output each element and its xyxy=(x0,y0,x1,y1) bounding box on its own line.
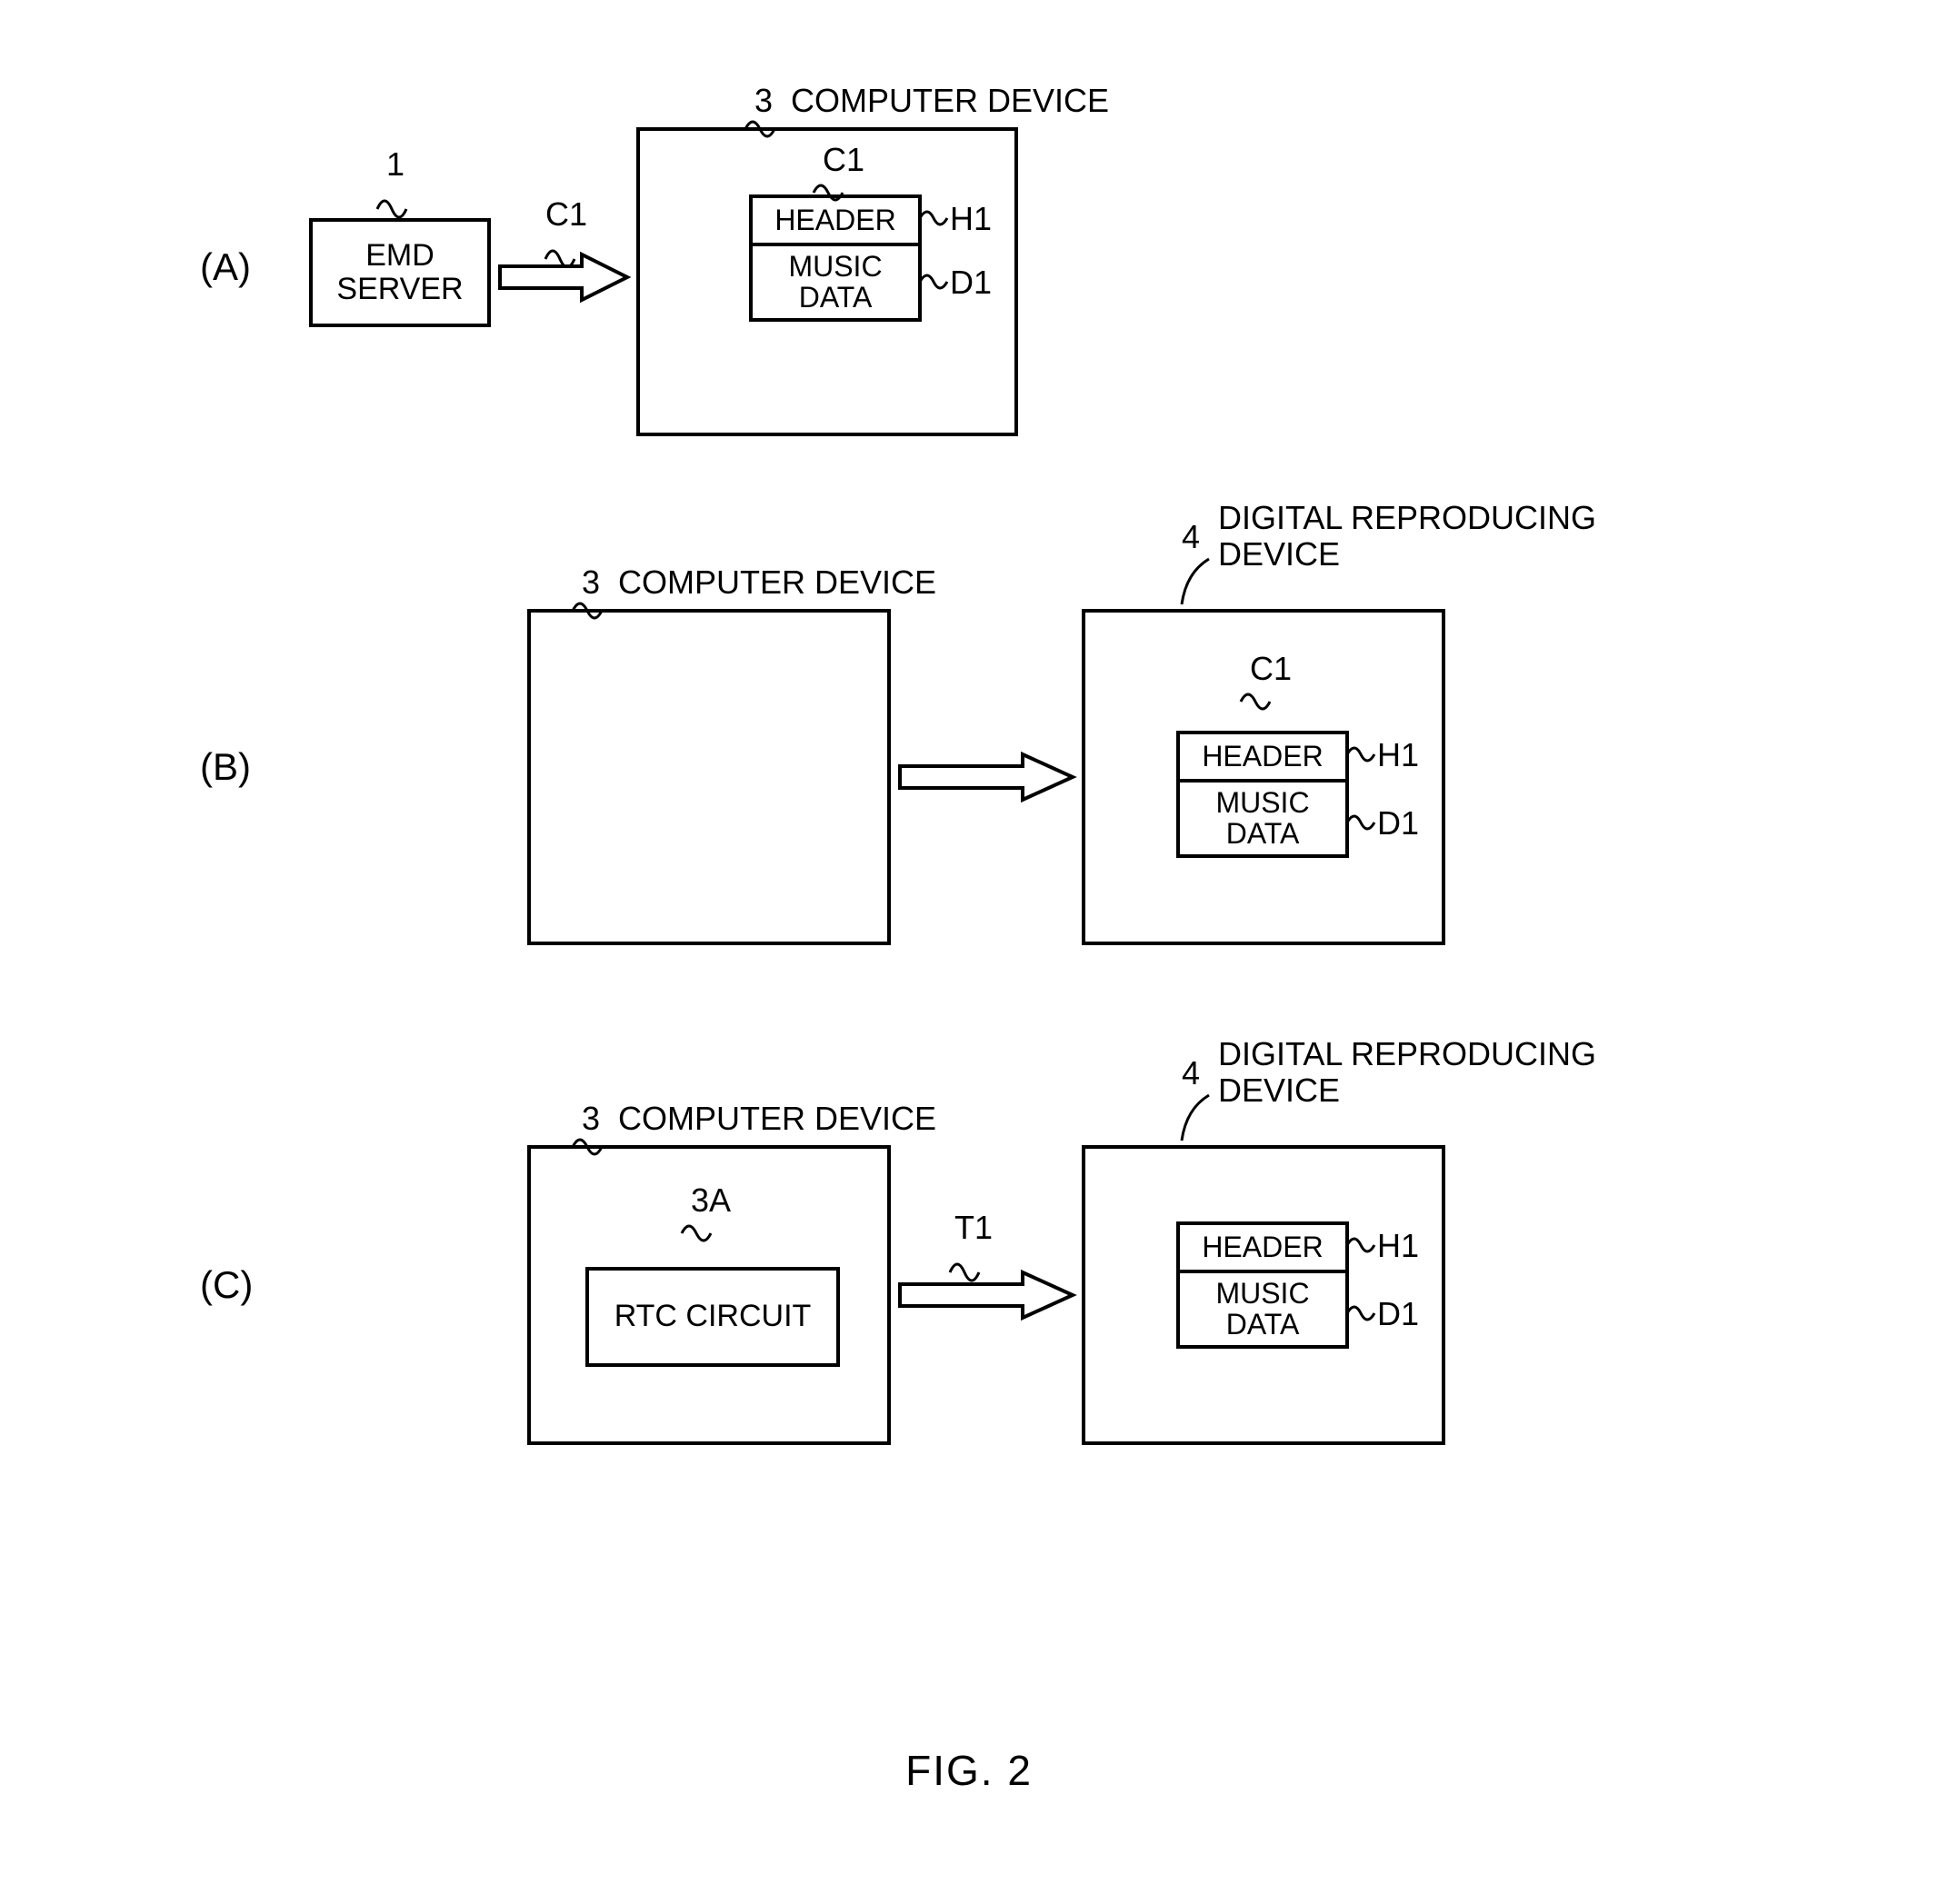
row-b-arrow xyxy=(895,750,1077,809)
row-c-computer-caption: COMPUTER DEVICE xyxy=(618,1100,936,1138)
row-b-data-ref-tick xyxy=(1236,682,1273,713)
row-c-repro-lead xyxy=(1173,1091,1227,1150)
row-c-label: (C) xyxy=(109,1263,291,1307)
figure-label: FIG. 2 xyxy=(905,1746,1033,1795)
row-c-repro-ref: 4 xyxy=(1182,1054,1200,1092)
rtc-box: RTC CIRCUIT xyxy=(585,1267,840,1367)
row-c-computer-tick xyxy=(568,1127,604,1159)
figure-wrap: (A) EMD SERVER 1 C1 HEADER MUSIC DATA 3 xyxy=(36,36,1902,1868)
row-a-computer-caption: COMPUTER DEVICE xyxy=(791,82,1109,120)
row-b: (B) 3 COMPUTER DEVICE HEADER MUSIC DATA … xyxy=(36,545,1902,982)
row-b-label: (B) xyxy=(109,745,291,789)
row-c-h1-tick xyxy=(1345,1231,1382,1263)
row-a: (A) EMD SERVER 1 C1 HEADER MUSIC DATA 3 xyxy=(36,91,1902,473)
emd-ref-tick xyxy=(373,182,409,223)
row-c-h1: H1 xyxy=(1377,1227,1419,1265)
row-a-data-ref-tick xyxy=(809,173,845,204)
row-a-h1: H1 xyxy=(950,200,992,238)
row-a-h1-tick xyxy=(918,204,954,236)
row-b-data-block: HEADER MUSIC DATA xyxy=(1176,731,1349,858)
row-c: (C) RTC CIRCUIT 3 COMPUTER DEVICE 3A T1 … xyxy=(36,1082,1902,1481)
row-c-header: HEADER xyxy=(1180,1225,1345,1273)
row-c-repro-caption: DIGITAL REPRODUCING DEVICE xyxy=(1218,1036,1596,1108)
row-a-arrow-label: C1 xyxy=(545,195,587,234)
row-a-music: MUSIC DATA xyxy=(753,246,918,318)
row-b-repro-ref: 4 xyxy=(1182,518,1200,556)
row-b-h1-tick xyxy=(1345,741,1382,773)
row-b-computer-tick xyxy=(568,591,604,623)
row-c-music: MUSIC DATA xyxy=(1180,1273,1345,1345)
row-b-header: HEADER xyxy=(1180,734,1345,783)
row-b-computer-caption: COMPUTER DEVICE xyxy=(618,563,936,602)
row-a-data-block: HEADER MUSIC DATA xyxy=(749,194,922,322)
row-a-label: (A) xyxy=(109,245,291,289)
row-b-repro-lead xyxy=(1173,554,1227,613)
row-a-arrow xyxy=(495,250,632,309)
row-a-d1: D1 xyxy=(950,264,992,302)
row-c-arrow xyxy=(895,1268,1077,1327)
row-b-computer-box xyxy=(527,609,891,945)
row-b-music: MUSIC DATA xyxy=(1180,783,1345,854)
row-a-computer-tick xyxy=(741,109,777,141)
row-c-arrow-label: T1 xyxy=(954,1209,993,1247)
row-b-d1: D1 xyxy=(1377,804,1419,842)
row-c-d1: D1 xyxy=(1377,1295,1419,1333)
row-c-d1-tick xyxy=(1345,1300,1382,1331)
row-b-d1-tick xyxy=(1345,809,1382,841)
row-a-d1-tick xyxy=(918,268,954,300)
row-b-repro-caption: DIGITAL REPRODUCING DEVICE xyxy=(1218,500,1596,572)
emd-server-box: EMD SERVER xyxy=(309,218,491,327)
emd-ref: 1 xyxy=(386,145,405,184)
row-b-h1: H1 xyxy=(1377,736,1419,774)
rtc-ref-tick xyxy=(677,1213,714,1245)
row-a-header: HEADER xyxy=(753,198,918,246)
row-c-data-block: HEADER MUSIC DATA xyxy=(1176,1221,1349,1349)
